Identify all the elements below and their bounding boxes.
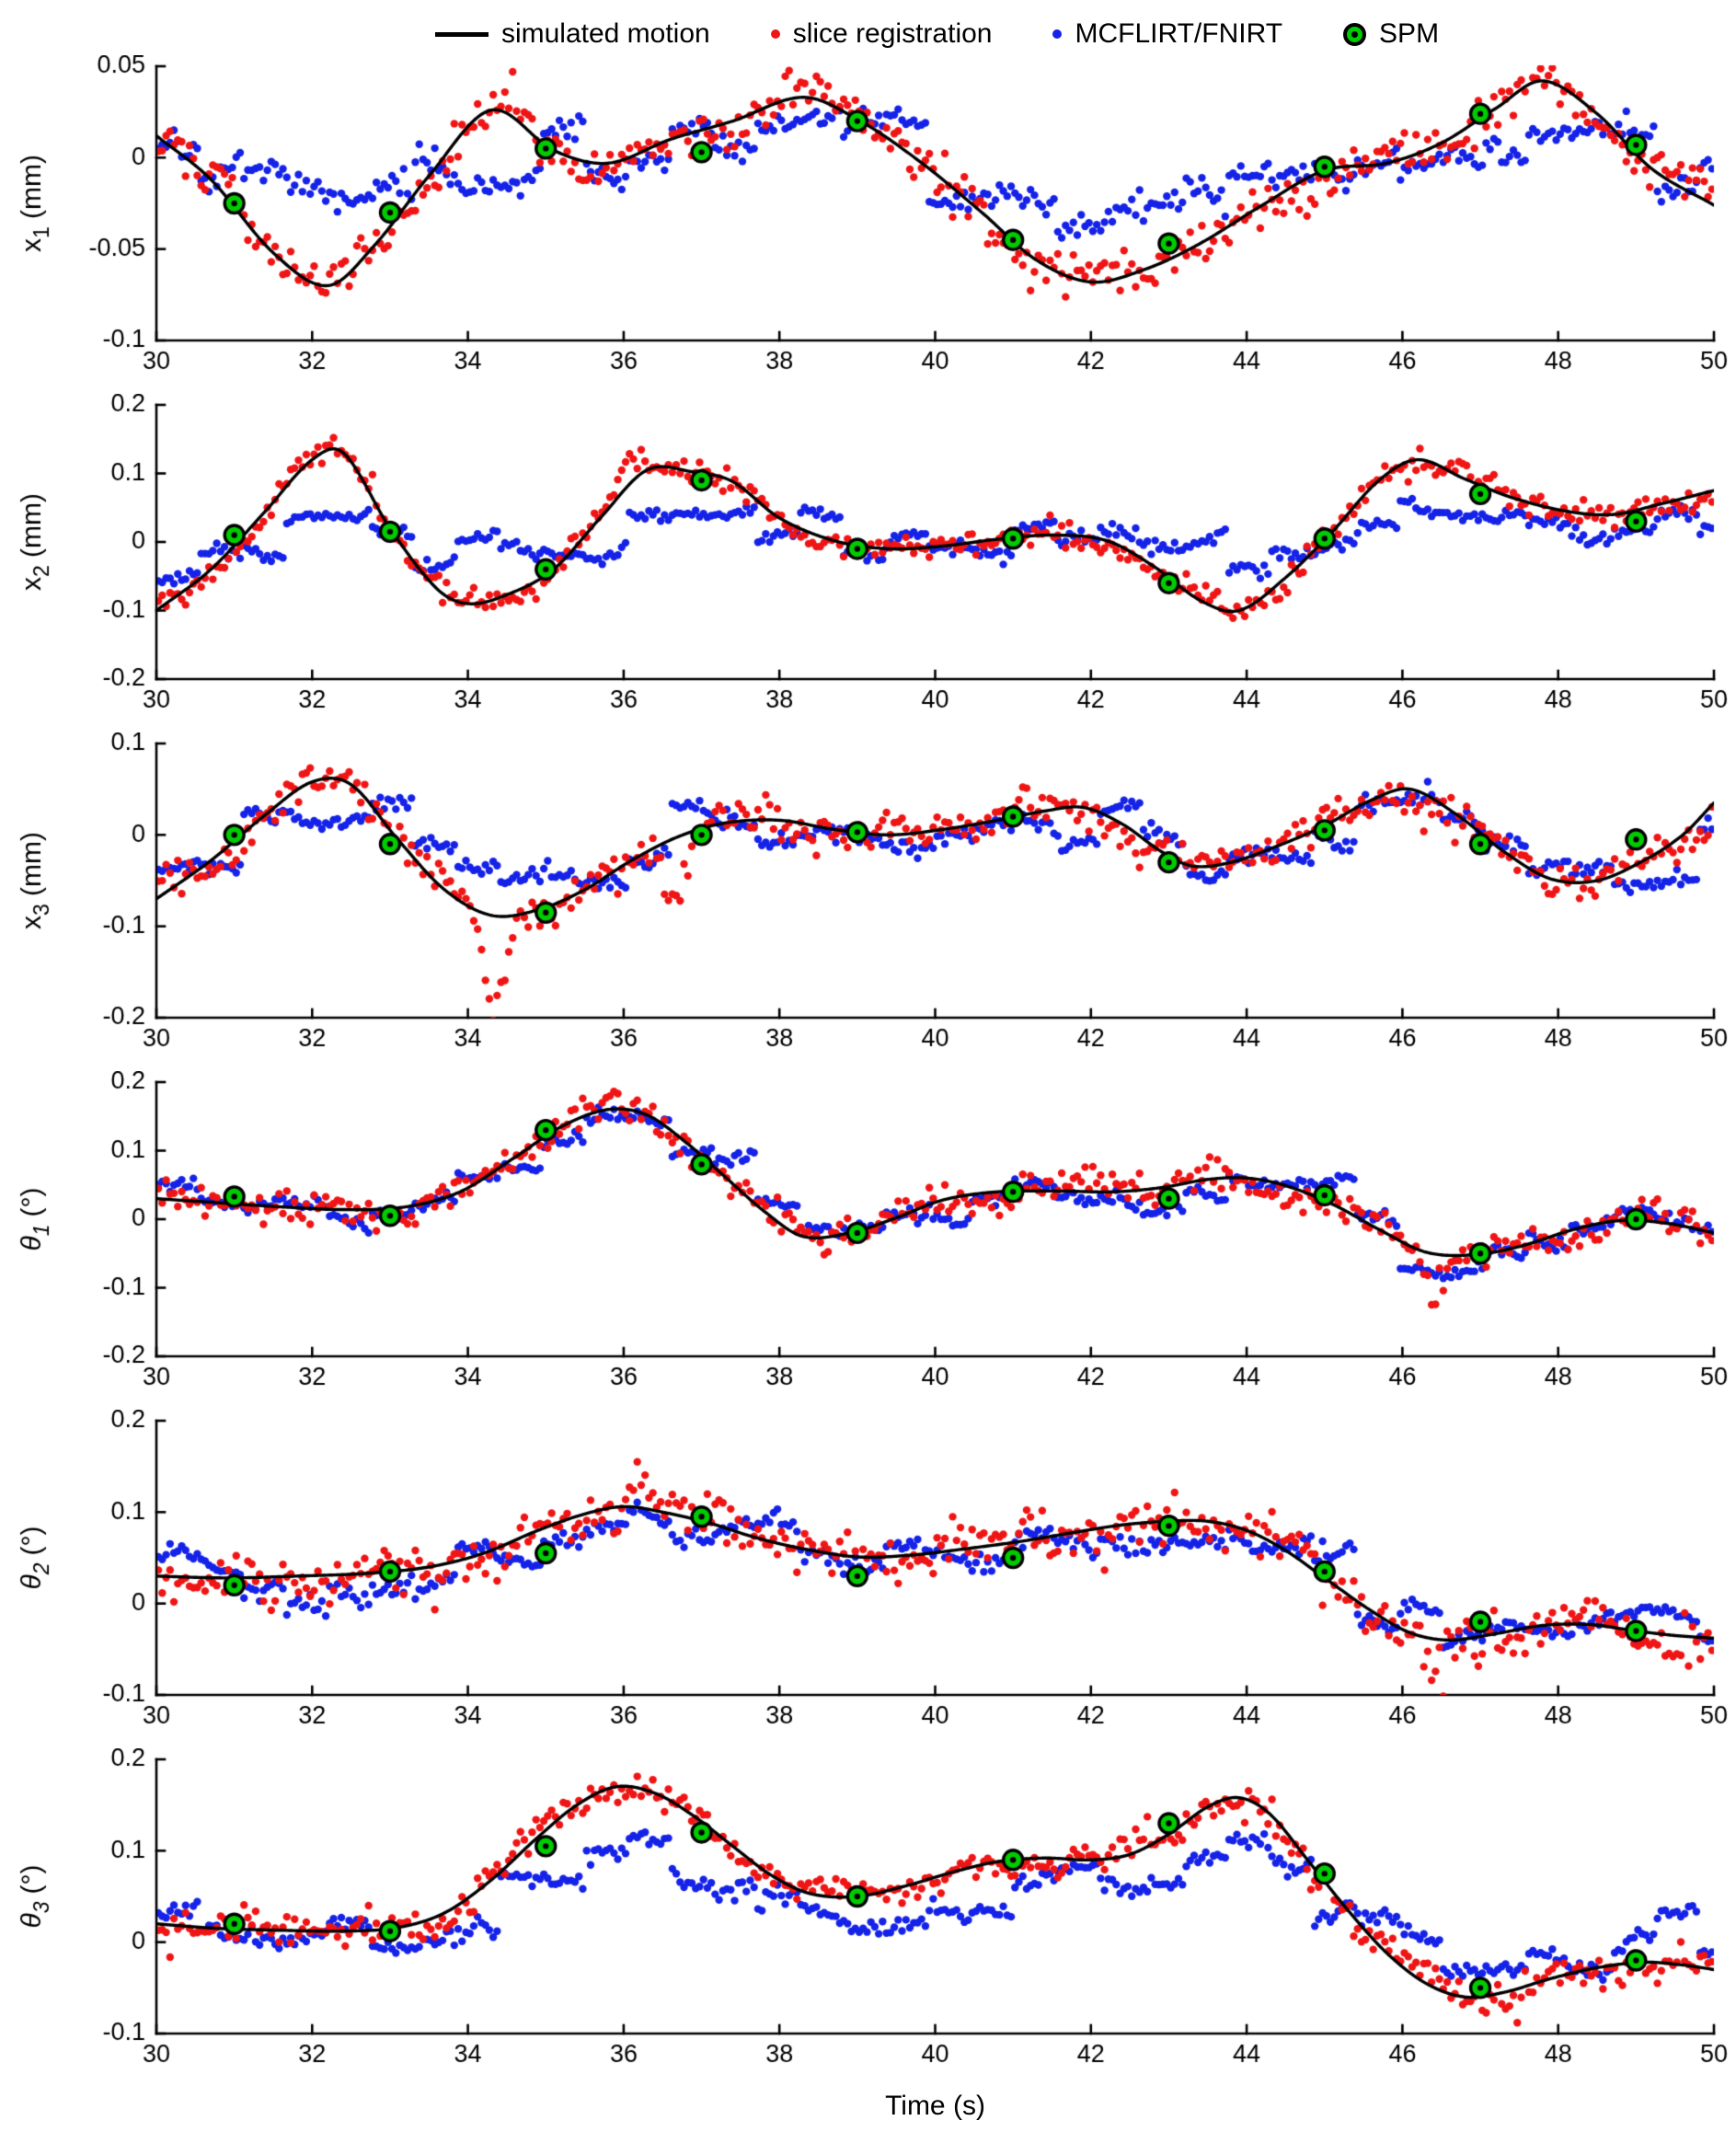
spm-circle-marker-icon [1343, 22, 1367, 46]
subplot-x3 [0, 732, 1736, 1071]
slice-registration-dot-icon [770, 29, 780, 39]
x-axis-label: Time (s) [885, 2091, 985, 2121]
legend-item-spm: SPM [1343, 18, 1439, 50]
subplot-x2 [0, 394, 1736, 732]
legend: simulated motion slice registration MCFL… [0, 6, 1736, 55]
legend-item-simulated-motion: simulated motion [434, 18, 710, 50]
mcflirt-fnirt-dot-icon [1052, 29, 1063, 39]
simulated-motion-line-icon [434, 31, 489, 37]
legend-item-mcflirt-fnirt: MCFLIRT/FNIRT [1052, 18, 1282, 50]
legend-label-slice-registration: slice registration [792, 18, 993, 49]
subplot-theta2 [0, 1410, 1736, 1748]
subplot-x1 [0, 55, 1736, 394]
subplot-theta1 [0, 1071, 1736, 1410]
subplot-theta3 [0, 1748, 1736, 2087]
legend-label-spm: SPM [1379, 18, 1440, 49]
legend-item-slice-registration: slice registration [770, 18, 993, 50]
legend-label-simulated-motion: simulated motion [500, 18, 710, 49]
legend-label-mcflirt-fnirt: MCFLIRT/FNIRT [1075, 18, 1283, 49]
